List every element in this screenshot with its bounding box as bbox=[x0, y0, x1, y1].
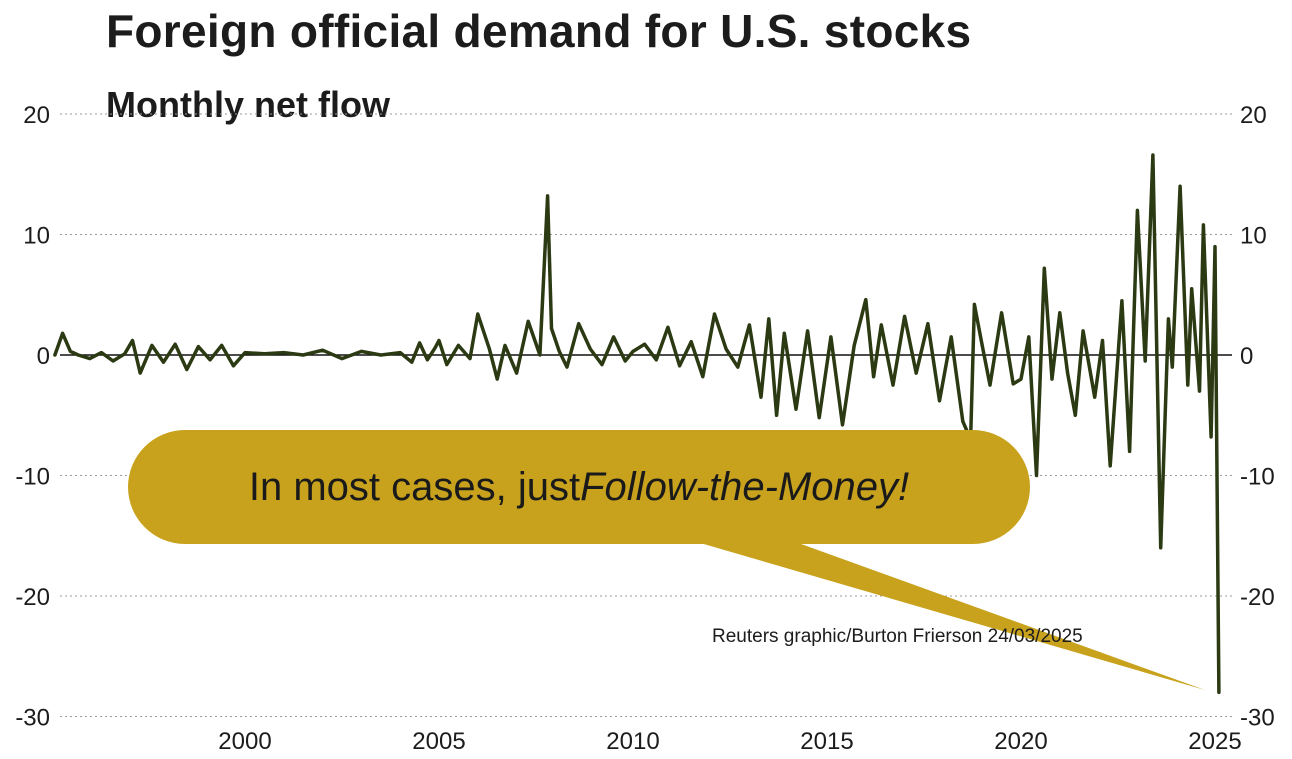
y-tick-label-left: 0 bbox=[37, 343, 50, 370]
y-tick-label-right: 10 bbox=[1240, 223, 1267, 250]
x-tick-label: 2000 bbox=[218, 728, 271, 755]
y-tick-label-left: 20 bbox=[23, 102, 50, 129]
callout-text: In most cases, just Follow-the-Money! bbox=[128, 430, 1030, 544]
chart-subtitle: Monthly net flow bbox=[106, 84, 390, 125]
y-tick-label-left: -20 bbox=[15, 584, 50, 611]
callout-bubble bbox=[128, 430, 1030, 544]
callout-emphasis: Follow-the-Money! bbox=[580, 464, 910, 509]
y-tick-label-right: 0 bbox=[1240, 343, 1253, 370]
y-tick-label-left: -30 bbox=[15, 705, 50, 732]
y-tick-label-left: 10 bbox=[23, 223, 50, 250]
x-tick-label: 2020 bbox=[994, 728, 1047, 755]
series-layer bbox=[53, 153, 1221, 695]
series-line-net-flow bbox=[53, 153, 1221, 695]
y-tick-label-right: -20 bbox=[1240, 584, 1275, 611]
y-tick-label-right: 20 bbox=[1240, 102, 1267, 129]
y-tick-label-left: -10 bbox=[15, 464, 50, 491]
y-tick-label-right: -10 bbox=[1240, 464, 1275, 491]
x-tick-label: 2025 bbox=[1188, 728, 1241, 755]
y-tick-label-right: -30 bbox=[1240, 705, 1275, 732]
callout bbox=[128, 430, 1205, 690]
chart-title: Foreign official demand for U.S. stocks bbox=[106, 5, 972, 57]
x-tick-label: 2015 bbox=[800, 728, 853, 755]
x-tick-label: 2005 bbox=[412, 728, 465, 755]
source-credit: Reuters graphic/Burton Frierson 24/03/20… bbox=[712, 626, 1083, 647]
callout-prefix: In most cases, just bbox=[248, 464, 581, 509]
x-tick-label: 2010 bbox=[606, 728, 659, 755]
callout-pointer bbox=[690, 540, 1205, 690]
